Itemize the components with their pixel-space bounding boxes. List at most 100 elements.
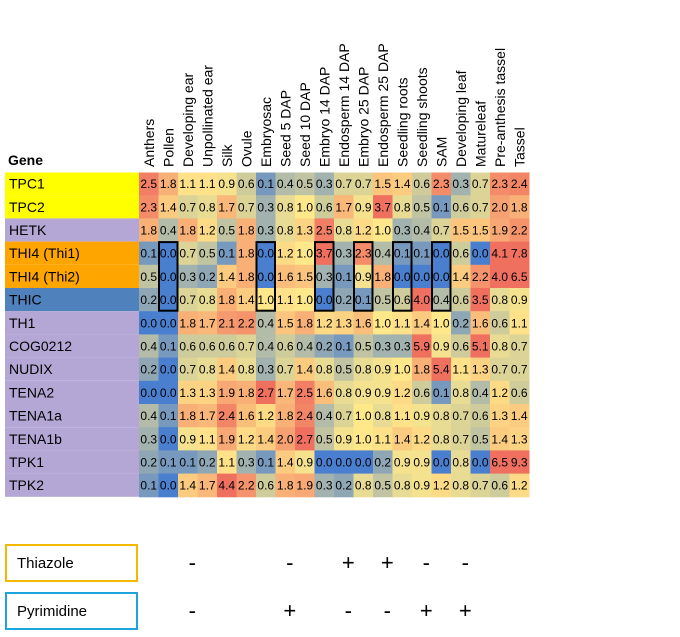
cell-value: 0.3 [374, 340, 391, 354]
cell-value: 4.1 [491, 247, 508, 261]
cell-value: 1.6 [277, 270, 294, 284]
cell-value: 2.5 [296, 386, 313, 400]
cell-value: 0.8 [452, 456, 469, 470]
heatmap-cell [490, 311, 510, 335]
cell-value: 1.4 [218, 363, 235, 377]
heatmap-cell [334, 264, 354, 289]
cell-value: 1.4 [257, 432, 274, 446]
heatmap-cell [178, 195, 198, 219]
heatmap-cell [139, 311, 159, 335]
cell-value: 6.5 [491, 456, 508, 470]
heatmap-cell [451, 473, 471, 498]
heatmap-cell [236, 357, 257, 382]
heatmap-cell [314, 427, 335, 451]
cell-value: 6.5 [511, 270, 528, 284]
cell-value: 0.0 [316, 456, 333, 470]
highlight-box [158, 241, 179, 312]
heatmap-cell [373, 311, 393, 335]
heatmap-cell [139, 195, 159, 219]
cell-value: 3.7 [374, 200, 391, 214]
cell-value: 0.9 [355, 270, 372, 284]
heatmap-cell [275, 427, 296, 451]
heatmap-cell [197, 241, 218, 266]
cell-value: 2.7 [296, 432, 313, 446]
heatmap-cell [158, 450, 179, 475]
heatmap-cell [158, 218, 179, 243]
cell-value: 1.5 [296, 270, 313, 284]
cell-value: 0.0 [472, 247, 489, 261]
heatmap-cell [256, 404, 276, 428]
cell-value: 0.4 [374, 247, 391, 261]
heatmap-cell [139, 264, 159, 289]
cell-value: 0.3 [316, 479, 333, 493]
heatmap-cell [295, 427, 315, 451]
cell-value: 0.6 [491, 479, 508, 493]
heatmap-cell [217, 195, 237, 219]
cell-value: 0.1 [179, 456, 196, 470]
cell-value: 0.5 [355, 340, 372, 354]
heatmap-cell [139, 241, 159, 266]
cell-value: 1.8 [238, 247, 255, 261]
heatmap-cell [256, 334, 276, 359]
heatmap-cell [412, 172, 432, 196]
cell-value: 1.8 [179, 316, 196, 330]
cell-value: 0.8 [433, 432, 450, 446]
gene-label-bg [5, 264, 139, 288]
heatmap-cell [509, 311, 530, 335]
heatmap-cell [178, 172, 198, 196]
heatmap-cell [178, 450, 198, 475]
heatmap-cell [314, 172, 335, 196]
heatmap-cell [431, 241, 452, 266]
heatmap-cell [158, 427, 179, 451]
heatmap-cell [412, 450, 432, 475]
heatmap-cell [217, 357, 237, 382]
heatmap-cell [158, 288, 179, 312]
heatmap-cell [412, 218, 432, 243]
cell-value: 0.4 [316, 409, 333, 423]
cell-value: 0.7 [433, 224, 450, 238]
cell-value: 0.5 [374, 479, 391, 493]
cell-value: 0.6 [452, 247, 469, 261]
heatmap-cell [139, 357, 159, 382]
heatmap-cell [470, 288, 491, 312]
heatmap-cell [197, 404, 218, 428]
cell-value: 2.2 [238, 316, 255, 330]
heatmap-cell [178, 241, 198, 266]
heatmap-cell [451, 357, 471, 382]
heatmap-cell [392, 288, 413, 312]
cell-value: 0.5 [140, 270, 157, 284]
heatmap-cell [295, 218, 315, 243]
highlight-box [392, 241, 413, 312]
cell-value: 0.1 [160, 340, 177, 354]
cell-value: 5.1 [472, 340, 489, 354]
cell-value: 2.0 [491, 200, 508, 214]
heatmap-cell [470, 334, 491, 359]
cell-value: 0.1 [335, 270, 352, 284]
cell-value: 1.2 [413, 432, 430, 446]
heatmap-cell [451, 288, 471, 312]
legend-box-pyrimidine: Pyrimidine [5, 592, 138, 630]
heatmap-cell [353, 218, 374, 243]
cell-value: 0.7 [472, 200, 489, 214]
cell-value: 1.1 [277, 293, 294, 307]
heatmap-cell [470, 172, 491, 196]
cell-value: 0.9 [218, 177, 235, 191]
cell-value: 0.1 [160, 456, 177, 470]
cell-value: 0.2 [199, 270, 216, 284]
heatmap-cell [373, 380, 393, 405]
cell-value: 0.8 [374, 409, 391, 423]
cell-value: 0.3 [335, 247, 352, 261]
heatmap-cell [314, 450, 335, 475]
heatmap-cell [314, 241, 335, 266]
heatmap-cell [295, 195, 315, 219]
heatmap-cell [490, 357, 510, 382]
gene-label-bg [5, 473, 139, 497]
cell-value: 0.6 [394, 293, 411, 307]
gene-label: TPK2 [9, 477, 44, 493]
heatmap-cell [353, 357, 374, 382]
cell-value: 1.1 [179, 177, 196, 191]
heatmap-cell [295, 473, 315, 498]
cell-value: 1.3 [511, 432, 528, 446]
heatmap-cell [334, 288, 354, 312]
cell-value: 0.9 [433, 340, 450, 354]
